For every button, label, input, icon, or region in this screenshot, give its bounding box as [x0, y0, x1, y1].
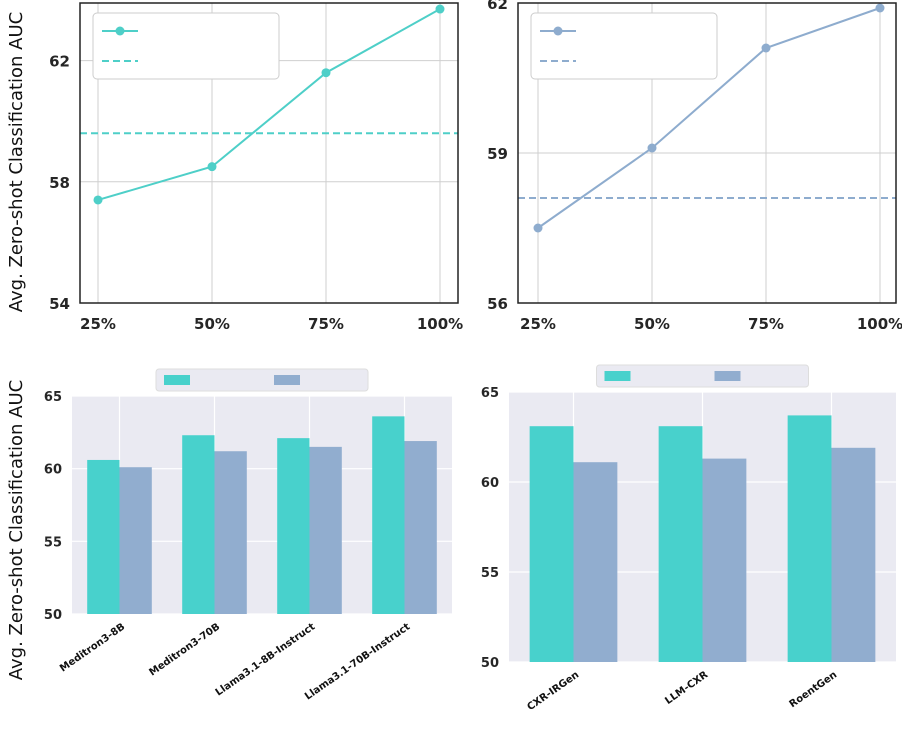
y-tick-label: 62: [49, 53, 70, 71]
bar-convirt: [658, 426, 703, 662]
bar-convirt: [182, 435, 215, 614]
x-tick-label: CXR-IRGen: [525, 669, 581, 713]
x-tick-label: Meditron3-70B: [147, 621, 222, 678]
x-tick-label: Llama3.1-8B-Instruct: [214, 621, 318, 698]
chart-entity-usage-gloria: 56 59 62 25% 50% 75% 100%: [487, 0, 902, 333]
plot-frame: [517, 2, 897, 304]
x-tick-label: 75%: [308, 315, 344, 333]
x-tick-label: Meditron3-8B: [58, 621, 127, 674]
y-tick-label: 54: [49, 295, 70, 313]
x-tick-label: 75%: [748, 315, 784, 333]
bar-gloria: [214, 451, 247, 614]
x-tick-label: 50%: [194, 315, 230, 333]
x-tick-label: LLM-CXR: [663, 669, 710, 707]
y-tick-label: 55: [44, 535, 62, 550]
x-tick-label: 100%: [417, 315, 463, 333]
y-tick-label: 58: [49, 174, 70, 192]
legend-swatch-convirt: [604, 371, 631, 381]
y-tick-label: 50: [481, 656, 499, 671]
ylabel-bottom: Avg. Zero-shot Classification AUC: [6, 380, 27, 681]
legend-swatch-gloria: [274, 375, 300, 385]
data-point: [93, 195, 103, 205]
chart-cxr-image-generation: 50 55 60 65 CXR-IRGen LLM-CXR RoentGen: [481, 364, 896, 713]
bar-convirt: [372, 416, 405, 614]
bar-convirt: [529, 426, 574, 662]
ylabel-top: Avg. Zero-shot Classification AUC: [6, 12, 27, 313]
bar-gloria: [309, 446, 342, 614]
data-point: [647, 143, 657, 153]
data-point: [761, 43, 771, 53]
chart-entity-usage-convirt: 54 58 62 25% 50% 75% 100%: [49, 2, 463, 333]
y-tick-label: 56: [487, 295, 508, 313]
x-tick-label: 50%: [634, 315, 670, 333]
x-tick-label: RoentGen: [788, 669, 840, 710]
legend-swatch-marker: [553, 26, 563, 36]
legend-box: [596, 364, 809, 388]
plot-frame: [79, 2, 459, 304]
bar-convirt: [87, 459, 120, 614]
data-point: [875, 3, 885, 13]
bar-gloria: [119, 467, 152, 614]
y-tick-label: 65: [481, 386, 499, 401]
data-point: [435, 4, 445, 14]
legend-box: [92, 12, 280, 80]
legend-box: [155, 368, 369, 392]
data-point: [207, 162, 217, 172]
data-point: [321, 68, 331, 78]
bar-gloria: [404, 441, 437, 614]
y-tick-label: 60: [481, 476, 499, 491]
bar-convirt: [277, 438, 310, 614]
y-tick-label: 50: [44, 608, 62, 623]
bar-convirt: [787, 415, 832, 662]
y-tick-label: 62: [487, 0, 508, 13]
x-tick-label: 100%: [857, 315, 902, 333]
legend-swatch-gloria: [714, 371, 741, 381]
x-tick-label: 25%: [80, 315, 116, 333]
y-tick-label: 55: [481, 566, 499, 581]
bar-gloria: [573, 462, 618, 662]
bar-gloria: [831, 447, 876, 662]
y-tick-label: 60: [44, 463, 62, 478]
legend-swatch-convirt: [164, 375, 190, 385]
y-tick-label: 65: [44, 390, 62, 405]
legend-box: [530, 12, 718, 80]
y-tick-label: 59: [487, 145, 508, 163]
data-point: [533, 223, 543, 233]
bar-gloria: [702, 458, 747, 662]
x-tick-label: 25%: [520, 315, 556, 333]
series-line: [97, 8, 441, 201]
legend-swatch-marker: [115, 26, 125, 36]
series-line: [537, 7, 881, 229]
x-tick-label: Llama3.1-70B-Instruct: [303, 621, 412, 702]
